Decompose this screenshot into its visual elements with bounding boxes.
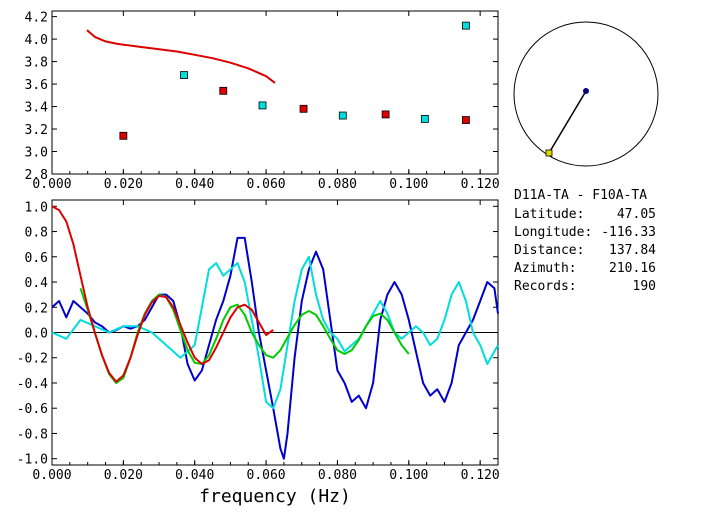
x-tick-label: 0.020 — [104, 468, 143, 483]
x-tick-label: 0.060 — [247, 177, 286, 192]
y-tick-label: -1.0 — [17, 453, 48, 468]
series-line — [51, 205, 274, 383]
bottom-x-ticks: 0.000 0.020 0.040 0.060 0.080 0.100 0.120 — [32, 200, 500, 483]
correlation-chart: 0.000 0.020 0.040 0.060 0.080 0.100 0.120 1.00… — [17, 199, 500, 507]
data-point — [461, 116, 470, 124]
data-point — [119, 131, 128, 140]
map-circle — [513, 21, 659, 167]
station-pair: D11A-TA - F10A-TA — [514, 188, 647, 203]
map-panel — [513, 21, 659, 167]
data-point — [461, 21, 470, 30]
y-tick-label: 0.0 — [25, 327, 48, 342]
x-tick-label: 0.060 — [247, 468, 286, 483]
x-tick-label: 0.120 — [461, 177, 500, 192]
data-point — [258, 101, 267, 110]
series-line — [51, 236, 499, 460]
info-label-distance: Distance: — [514, 243, 584, 258]
y-tick-label: -0.2 — [17, 352, 48, 367]
data-point — [180, 71, 188, 79]
x-tick-label: 0.080 — [318, 177, 357, 192]
top-x-ticks: 0.000 0.020 0.040 0.060 0.080 0.100 0.120 — [32, 11, 500, 192]
y-tick-label: 0.2 — [25, 301, 48, 316]
data-point — [338, 111, 347, 120]
info-label-longitude: Longitude: — [514, 225, 592, 240]
x-tick-label: 0.020 — [104, 177, 143, 192]
info-value-distance: 137.84 — [609, 243, 656, 258]
series-line — [51, 255, 499, 410]
y-tick-label: 0.4 — [25, 276, 49, 291]
info-value-azimuth: 210.16 — [609, 261, 656, 276]
y-tick-label: -0.4 — [17, 377, 48, 392]
x-tick-label: 0.100 — [389, 177, 428, 192]
data-point — [299, 104, 308, 113]
y-tick-label: 1.0 — [25, 200, 48, 215]
info-value-latitude: 47.05 — [617, 207, 656, 222]
path-line — [548, 90, 587, 154]
x-axis-title: frequency (Hz) — [199, 486, 351, 507]
info-label-records: Records: — [514, 279, 577, 294]
station-dot — [583, 88, 589, 94]
phase-velocity-chart: 0.000 0.020 0.040 0.060 0.080 0.100 0.120 2.8 3… — [25, 10, 500, 192]
info-label-latitude: Latitude: — [514, 207, 584, 222]
y-tick-label: 4.2 — [25, 11, 48, 26]
info-panel: D11A-TA - F10A-TA Latitude: 47.05 Longit… — [514, 188, 656, 294]
y-tick-label: 3.6 — [25, 78, 48, 93]
top-plot-frame — [51, 10, 499, 175]
y-tick-label: 0.8 — [25, 226, 48, 241]
info-label-azimuth: Azimuth: — [514, 261, 577, 276]
top-series-group — [86, 21, 470, 140]
y-tick-label: 3.4 — [25, 101, 49, 116]
x-tick-label: 0.040 — [175, 468, 214, 483]
y-tick-label: 3.8 — [25, 56, 48, 71]
x-tick-label: 0.080 — [318, 468, 357, 483]
y-tick-label: -0.6 — [17, 402, 48, 417]
info-value-longitude: -116.33 — [601, 225, 656, 240]
y-tick-label: -0.8 — [17, 427, 48, 442]
y-tick-label: 3.2 — [25, 123, 48, 138]
x-tick-label: 0.120 — [461, 468, 500, 483]
y-tick-label: 2.8 — [25, 168, 48, 183]
top-y-ticks: 2.8 3.0 3.2 3.4 3.6 3.8 4.0 4.2 — [25, 11, 498, 183]
bottom-series-group — [51, 205, 499, 460]
y-tick-label: 3.0 — [25, 146, 48, 161]
y-tick-label: 0.6 — [25, 251, 48, 266]
x-tick-label: 0.000 — [32, 177, 71, 192]
x-tick-label: 0.000 — [32, 468, 71, 483]
x-tick-label: 0.040 — [175, 177, 214, 192]
data-point — [219, 86, 228, 95]
event-marker — [545, 149, 553, 157]
x-tick-label: 0.100 — [389, 468, 428, 483]
bottom-y-ticks: 1.0 0.8 0.6 0.4 0.2 0.0 -0.2 -0.4 -0.6 -0.8 -1.0 — [17, 200, 498, 468]
data-point — [381, 110, 390, 119]
series-line — [86, 29, 276, 84]
data-point — [420, 115, 429, 123]
y-tick-label: 4.0 — [25, 33, 48, 48]
info-value-records: 190 — [633, 279, 656, 294]
